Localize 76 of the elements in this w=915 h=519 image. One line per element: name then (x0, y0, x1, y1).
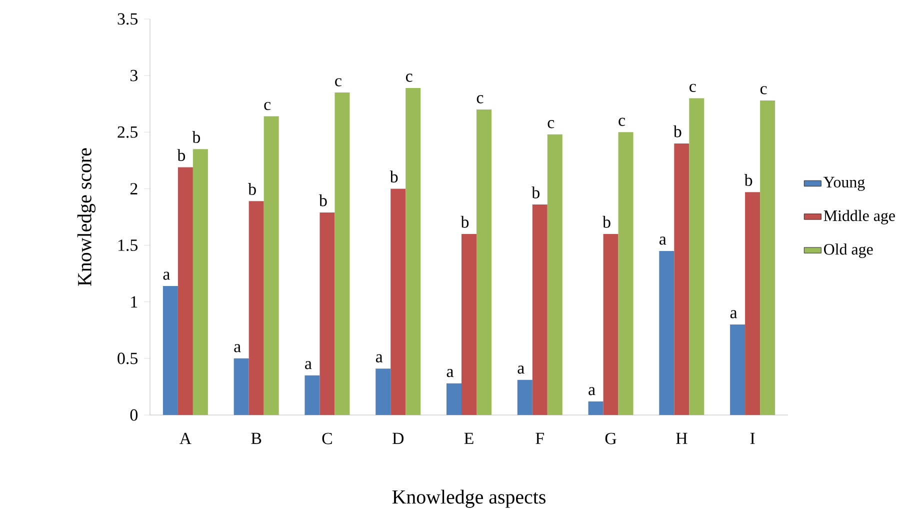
data-label: a (234, 344, 241, 352)
data-label: b (744, 174, 752, 186)
bar (588, 401, 604, 415)
bar (730, 324, 746, 415)
bar (745, 192, 760, 415)
legend-label: Young (824, 176, 865, 191)
bar (334, 92, 350, 415)
x-tick-label: D (392, 432, 404, 444)
bar (192, 149, 208, 415)
data-label: c (335, 78, 342, 86)
data-label: c (690, 84, 696, 92)
bar (461, 234, 476, 415)
data-label: c (618, 118, 626, 126)
bar (162, 286, 178, 415)
data-label: b (390, 170, 398, 183)
data-label: a (305, 361, 312, 370)
bar (178, 167, 193, 415)
bar (760, 100, 776, 415)
y-tick-label: 1 (131, 296, 138, 308)
data-label: a (659, 236, 666, 245)
data-label: c (476, 95, 484, 104)
bar (446, 383, 462, 415)
data-label: b (532, 186, 540, 198)
x-tick-label: G (605, 432, 616, 444)
x-axis-title: Knowledge aspects (392, 490, 546, 508)
y-tick-label: 0.5 (118, 352, 138, 364)
data-label: a (376, 354, 383, 362)
legend-label: Middle age (824, 210, 895, 224)
x-tick-label: H (676, 432, 688, 444)
data-label: a (446, 369, 454, 378)
y-tick-label: 3.5 (118, 13, 138, 25)
bar (547, 134, 562, 415)
y-tick-label: 3 (130, 70, 138, 82)
data-label: a (163, 272, 170, 280)
legend-label: Old age (824, 243, 873, 258)
x-tick-label: E (464, 432, 474, 444)
data-label: c (264, 102, 271, 110)
data-label: b (192, 131, 200, 143)
bar (406, 88, 421, 415)
x-tick-label: C (322, 432, 332, 444)
bar (532, 204, 548, 415)
data-label: b (673, 125, 682, 138)
data-label: c (548, 120, 554, 128)
bar (476, 110, 492, 415)
data-label: c (406, 74, 412, 82)
bar (234, 358, 249, 415)
x-tick-label: A (180, 432, 192, 444)
bar (603, 234, 618, 415)
bar (517, 380, 532, 415)
y-tick-label: 1.5 (118, 240, 138, 251)
data-label: a (588, 387, 596, 396)
y-axis-title: Knowledge score (77, 148, 96, 286)
data-label: b (602, 216, 610, 228)
x-tick-label: B (251, 432, 262, 444)
data-label: b (248, 183, 256, 195)
data-label: b (460, 216, 469, 228)
data-label: b (318, 194, 327, 206)
x-tick-label: I (750, 432, 755, 444)
bar (674, 143, 690, 415)
data-label: c (760, 86, 767, 94)
bar (618, 132, 634, 415)
bar (376, 368, 391, 415)
data-label: b (177, 149, 186, 162)
bar (264, 116, 279, 415)
y-tick-label: 2 (130, 183, 138, 194)
bar (689, 98, 704, 415)
bar (304, 375, 320, 415)
y-tick-label: 2.5 (118, 126, 138, 138)
bar (659, 250, 674, 415)
data-label: a (518, 366, 524, 374)
data-label: a (730, 310, 738, 318)
y-tick-label: 0 (130, 409, 138, 421)
bar (248, 201, 264, 415)
x-tick-label: F (536, 432, 544, 444)
bar (320, 212, 335, 415)
bar (390, 188, 406, 415)
